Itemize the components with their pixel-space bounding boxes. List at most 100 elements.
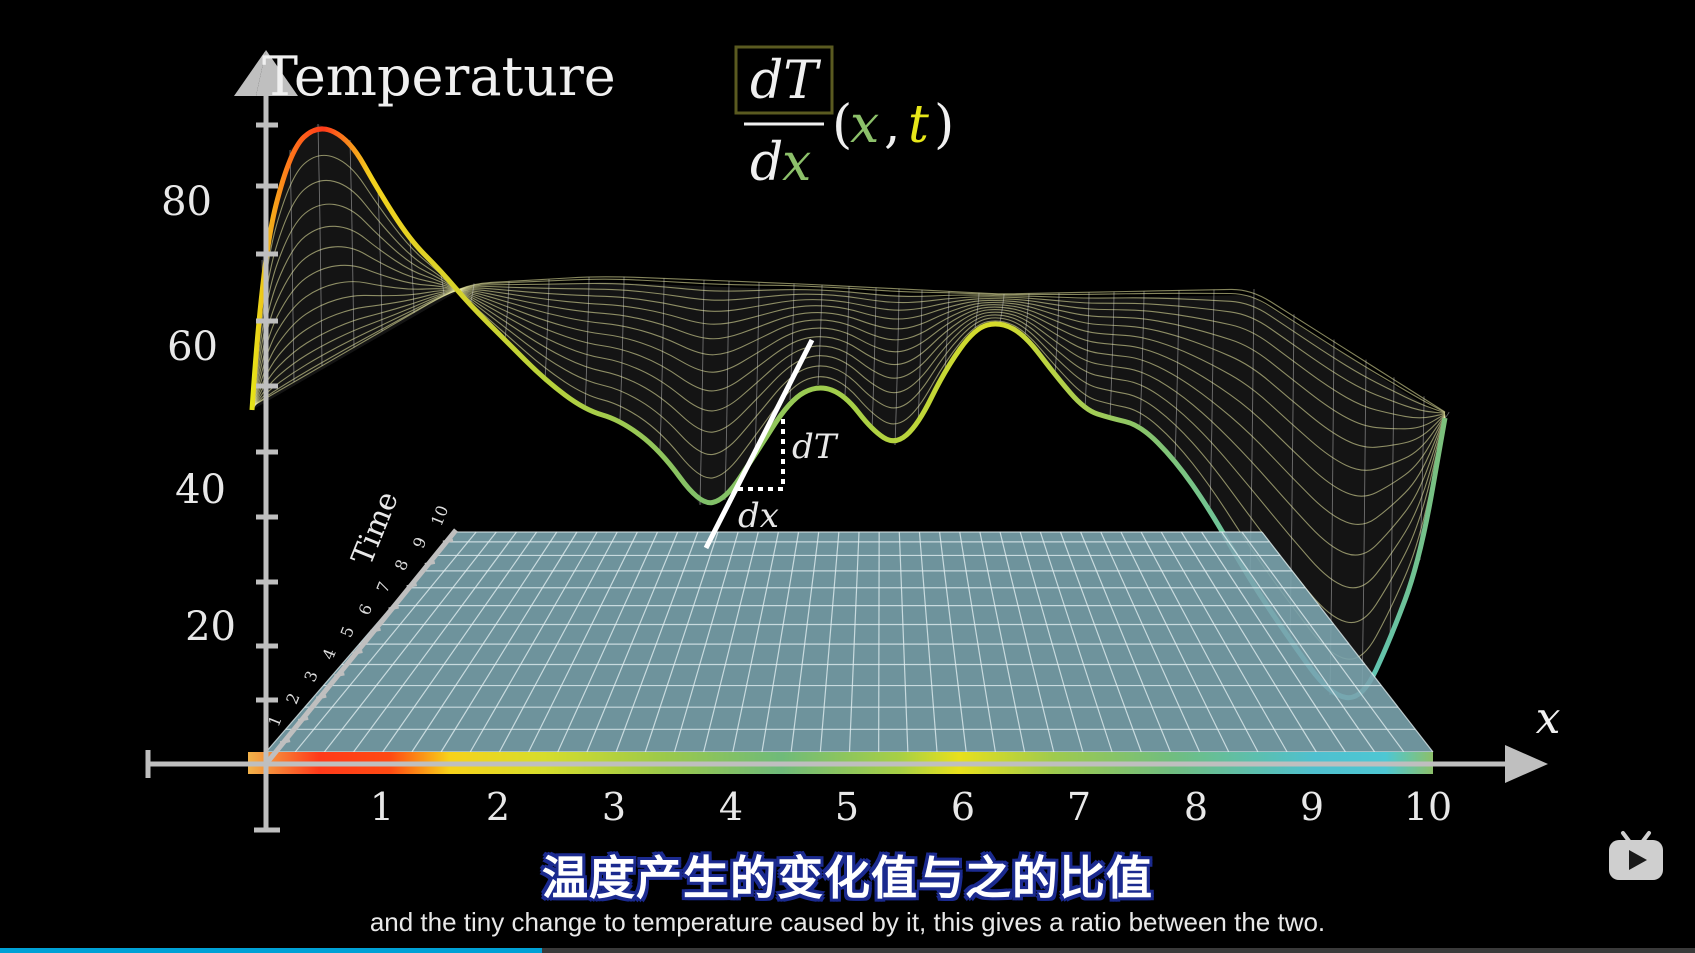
surface-rib [699, 279, 705, 506]
time-tick-label: 6 [355, 601, 376, 618]
surface-rib [999, 293, 1005, 323]
surface-time-slice [252, 225, 1446, 556]
plane-grid-line [959, 531, 996, 753]
surface-rib [349, 139, 355, 348]
plane-grid-line [999, 531, 1055, 753]
y-axis-title: Temperature [262, 45, 616, 108]
surface-time-slice [252, 203, 1446, 589]
plane-fill [266, 532, 1433, 752]
formula-denominator-x: x [782, 133, 811, 193]
x-tick-label: 1 [370, 785, 394, 829]
time-tick-mark [442, 538, 454, 544]
time-tick-label: 10 [427, 503, 452, 529]
plane-grid-line [1120, 531, 1230, 753]
video-progress-bar[interactable] [0, 948, 1695, 953]
time-tick-mark [370, 627, 381, 633]
surface-rib [724, 280, 730, 501]
x-tick-label: 6 [951, 785, 975, 829]
time-tick-label: 8 [391, 557, 412, 574]
surface-time-slice [254, 288, 1446, 430]
y-tick-label: 60 [167, 324, 218, 370]
formula-close-paren: ) [934, 95, 954, 155]
y-axis-ticks [256, 122, 278, 703]
x-axis-title: x [1536, 693, 1561, 744]
x-tick-label: 7 [1067, 785, 1091, 829]
plane-grid-line [1140, 531, 1259, 753]
x-tick-label: 10 [1404, 785, 1452, 829]
surface-rib [1054, 292, 1060, 376]
surface-time-slice [254, 285, 1446, 414]
surface-rib [817, 284, 823, 386]
surface-rib [871, 287, 877, 431]
surface-rib [1139, 291, 1145, 426]
x-tick-label: 9 [1300, 785, 1324, 829]
y-axis-arrow-icon [234, 50, 266, 96]
surface-rib [377, 189, 383, 332]
plane-grid-line [528, 531, 638, 753]
time-tick-mark [315, 694, 327, 700]
x-tick-label: 3 [602, 785, 626, 829]
plane-grid-line [703, 531, 759, 753]
time-tick-label: 2 [282, 690, 303, 707]
bilibili-tv-icon[interactable] [1607, 830, 1665, 882]
time-tick-label: 4 [318, 646, 339, 663]
plane-grid-line [411, 531, 558, 753]
surface-rib [1209, 289, 1215, 511]
formula-open-paren: ( [832, 95, 852, 155]
surface-time-slice [251, 154, 1446, 660]
surface-rib [1361, 359, 1367, 701]
video-progress-fill [0, 948, 543, 953]
y-tick-label: 40 [175, 467, 226, 513]
surface-rib [317, 123, 323, 366]
formula-denominator-d: d [750, 133, 783, 193]
y-tick-label: 80 [161, 179, 212, 225]
formula-highlight-box [734, 45, 834, 115]
plane-grid-line [586, 531, 679, 753]
time-tick-mark [406, 583, 418, 589]
surface-rib [944, 291, 950, 371]
y-tick-label: 20 [185, 604, 236, 650]
plane-grid-line [1261, 531, 1434, 753]
slope-dT-label: dT [792, 427, 839, 467]
plane-grid-line [939, 531, 967, 753]
surface-time-slice [253, 289, 1446, 448]
surface-rib [584, 276, 590, 411]
plane-grid-line [819, 531, 840, 753]
surface-time-slice [252, 246, 1446, 526]
plane-grid-line [1160, 531, 1288, 753]
plane-grid-line [323, 531, 497, 753]
surface-rib [917, 289, 923, 426]
plane-grid-line [1019, 531, 1084, 753]
surface-rib [289, 149, 295, 383]
slope-triangle [738, 415, 785, 491]
formula-numerator: dT [750, 51, 821, 111]
english-subtitle: and the tiny change to temperature cause… [369, 907, 1326, 937]
plane-grid-line [1080, 531, 1171, 753]
formula-var-t: t [908, 95, 929, 155]
plane-grid-line [848, 531, 860, 753]
surface-rib [544, 279, 550, 381]
time-x-plane [265, 531, 1434, 753]
surface-rib [1084, 292, 1090, 411]
surface-time-slice [255, 282, 1446, 414]
plane-grid-line [1201, 531, 1346, 753]
formula-var-x: x [850, 95, 879, 155]
plane-grid-line [673, 531, 739, 753]
surface-rib [504, 281, 510, 341]
time-tick-mark [388, 605, 399, 611]
surface-rib [754, 282, 760, 456]
surface-rib [974, 292, 980, 329]
surface-rib [619, 276, 625, 421]
plane-grid-line [732, 531, 779, 753]
time-tick-label: 5 [337, 624, 358, 641]
surface-rib [409, 239, 415, 313]
surface-rib [1109, 291, 1115, 419]
plane-grid-line [1241, 531, 1405, 753]
plane-grid-line [615, 531, 699, 753]
surface-time-slice [253, 281, 1446, 471]
time-tick-mark [334, 672, 345, 678]
derivative-formula: dT d x ( x , t ) [734, 45, 954, 193]
x-tick-label: 4 [719, 785, 743, 829]
plane-grid-line [979, 531, 1026, 753]
